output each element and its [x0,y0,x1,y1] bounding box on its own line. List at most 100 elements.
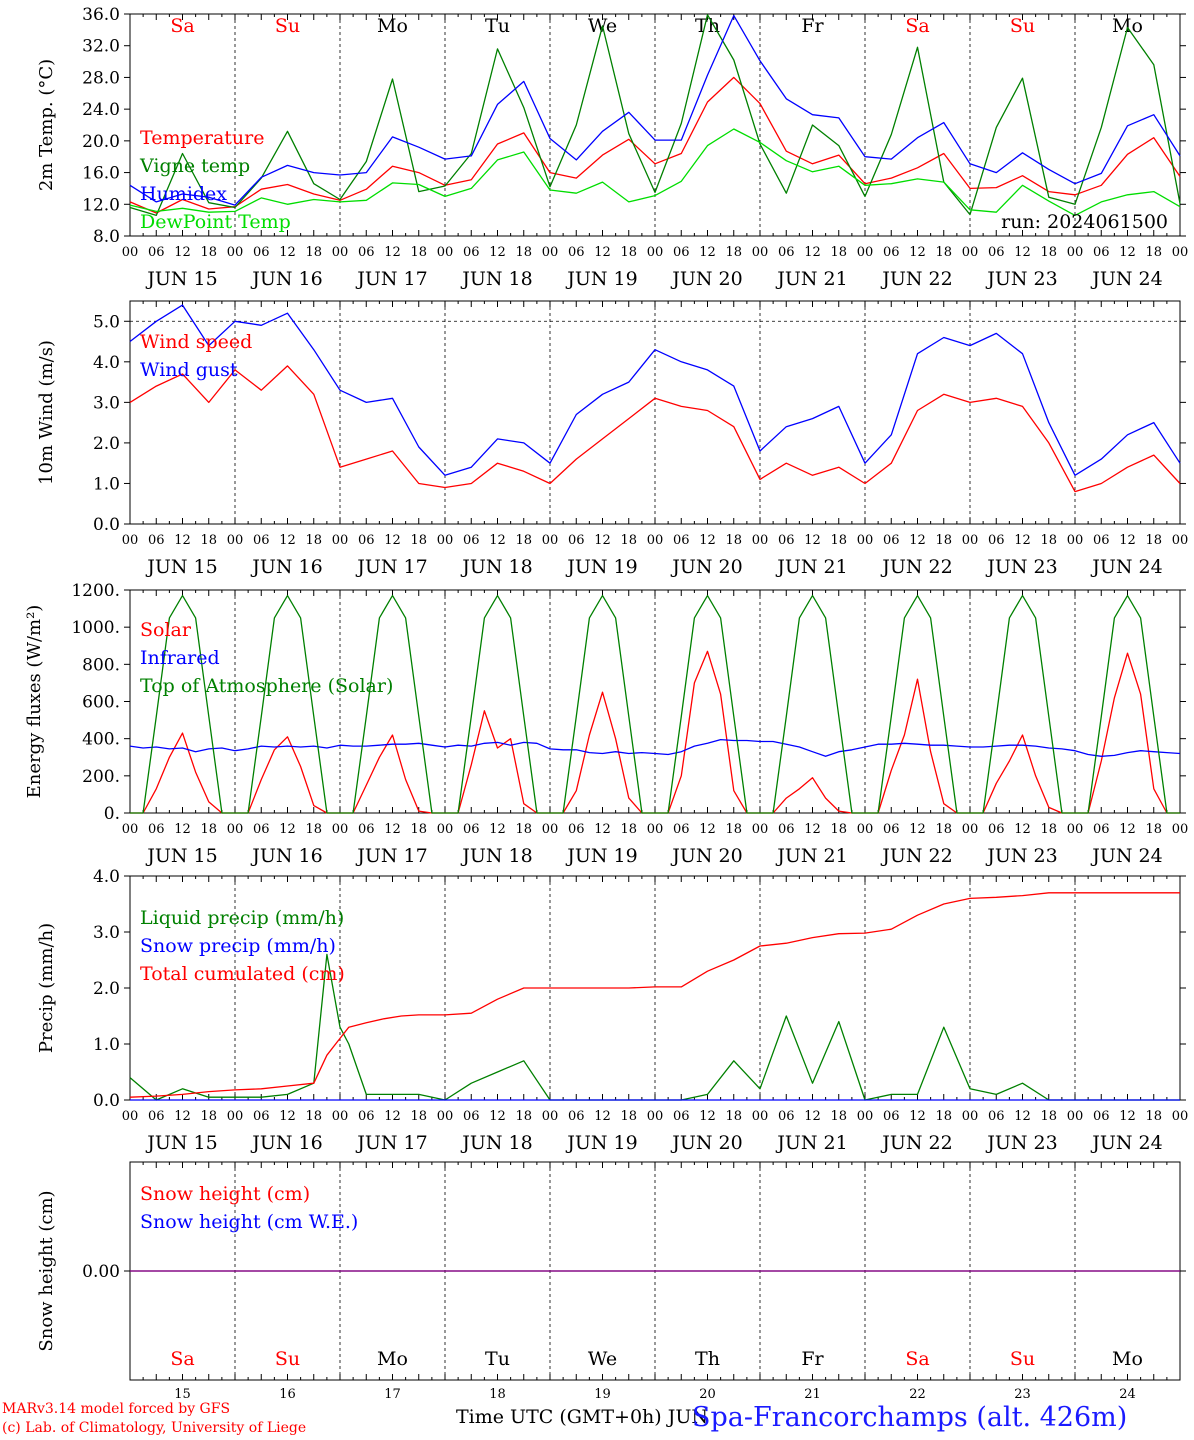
hour-tick-label: 06 [463,533,480,548]
hour-tick-label: 00 [437,533,454,548]
day-name: Mo [377,15,408,37]
hour-tick-label: 06 [988,245,1005,260]
panel-3: 0. 200. 400. 600. 800. 1000. 1200. Energy fluxe… [24,581,1188,867]
day-name: Mo [1112,15,1143,37]
y-tick-label: 0.0 [93,515,120,535]
hour-tick-label: 12 [279,822,296,837]
hour-tick-label: 12 [1119,245,1136,260]
date-label: JUN 19 [565,556,637,578]
hour-tick-label: 06 [883,533,900,548]
hour-tick-label: 18 [410,533,427,548]
hour-tick-label: 18 [515,533,532,548]
hour-tick-label: 00 [962,1109,979,1124]
hour-tick-label: 00 [752,822,769,837]
hour-tick-label: 06 [463,245,480,260]
hour-tick-label: 06 [568,245,585,260]
date-label: JUN 22 [880,845,952,867]
hour-tick-label: 18 [1040,1109,1057,1124]
day-name: Sa [170,1348,194,1370]
day-number: 24 [1119,1387,1136,1402]
legend-entry: Temperature [140,127,264,149]
series-line [129,304,1181,476]
date-label: JUN 21 [775,556,847,578]
hour-tick-label: 12 [279,1109,296,1124]
hour-tick-label: 00 [542,822,559,837]
y-tick-label: 0.00 [82,1262,120,1282]
hour-tick-label: 18 [725,533,742,548]
hour-tick-label: 12 [384,822,401,837]
legend-entry: Humidex [140,183,227,205]
date-label: JUN 18 [460,845,532,867]
hour-tick-label: 00 [752,1109,769,1124]
day-name: We [588,1348,617,1370]
legend-entry: DewPoint Temp [140,211,291,233]
hour-tick-label: 12 [1014,1109,1031,1124]
hour-tick-label: 00 [437,1109,454,1124]
hour-tick-label: 18 [1040,533,1057,548]
hour-tick-label: 18 [1145,533,1162,548]
day-name: Su [275,15,300,37]
day-name: Sa [905,1348,929,1370]
date-label: JUN 20 [670,1132,742,1154]
hour-tick-label: 12 [489,822,506,837]
hour-tick-label: 18 [830,1109,847,1124]
day-name: Tu [485,15,510,37]
hour-tick-label: 00 [1067,822,1084,837]
hour-tick-label: 18 [935,822,952,837]
date-label: JUN 23 [985,1132,1057,1154]
y-tick-label: 0.0 [93,1091,120,1111]
hour-tick-label: 06 [253,1109,270,1124]
date-label: JUN 18 [460,1132,532,1154]
legend-entry: Top of Atmosphere (Solar) [140,675,393,697]
y-tick-label: 3.0 [93,393,120,413]
hour-tick-label: 18 [725,1109,742,1124]
hour-tick-label: 00 [857,1109,874,1124]
legend-entry: Total cumulated (cm) [140,963,345,985]
hour-tick-label: 18 [410,822,427,837]
hour-tick-label: 00 [542,245,559,260]
y-tick-label: 1000. [71,618,120,638]
hour-tick-label: 06 [673,533,690,548]
hour-tick-label: 00 [122,533,139,548]
date-label: JUN 23 [985,268,1057,290]
hour-tick-label: 06 [988,1109,1005,1124]
hour-tick-label: 00 [1172,822,1189,837]
date-label: JUN 24 [1090,268,1162,290]
hour-tick-label: 00 [542,1109,559,1124]
hour-tick-label: 00 [542,533,559,548]
hour-tick-label: 12 [804,822,821,837]
date-label: JUN 20 [670,556,742,578]
date-label: JUN 21 [775,268,847,290]
date-label: JUN 17 [355,268,427,290]
hour-tick-label: 00 [752,245,769,260]
y-tick-label: 28.0 [82,68,120,88]
hour-tick-label: 00 [1172,1109,1189,1124]
date-label: JUN 15 [145,1132,217,1154]
date-label: JUN 23 [985,845,1057,867]
hour-tick-label: 12 [594,533,611,548]
hour-tick-label: 18 [515,822,532,837]
hour-tick-label: 00 [332,822,349,837]
date-label: JUN 24 [1090,556,1162,578]
hour-tick-label: 18 [200,1109,217,1124]
series-line [129,14,1181,217]
hour-tick-label: 06 [988,533,1005,548]
day-number: 16 [279,1387,296,1402]
hour-tick-label: 18 [935,245,952,260]
hour-tick-label: 06 [148,1109,165,1124]
date-label: JUN 16 [250,1132,322,1154]
hour-tick-label: 06 [988,822,1005,837]
hour-tick-label: 18 [305,245,322,260]
y-axis-title: Snow height (cm) [36,1190,57,1351]
date-label: JUN 21 [775,845,847,867]
hour-tick-label: 18 [725,245,742,260]
hour-tick-label: 12 [489,1109,506,1124]
y-tick-label: 600. [82,693,120,713]
y-tick-label: 2.0 [93,979,120,999]
date-label: JUN 22 [880,1132,952,1154]
legend-entry: Wind speed [140,331,252,353]
hour-tick-label: 06 [463,822,480,837]
hour-tick-label: 06 [1093,1109,1110,1124]
hour-tick-label: 00 [962,533,979,548]
hour-tick-label: 00 [1067,1109,1084,1124]
